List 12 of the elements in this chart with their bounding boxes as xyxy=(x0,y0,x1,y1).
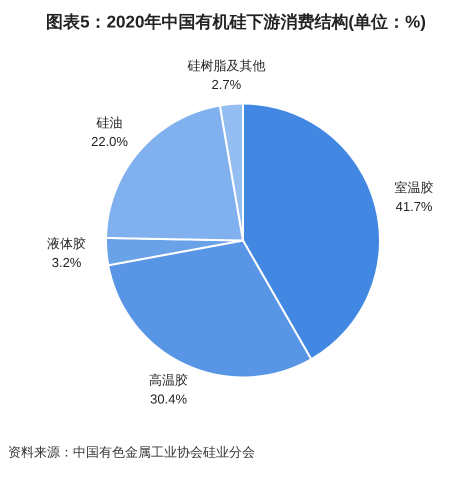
data-label: 41.7% xyxy=(396,199,433,214)
slice-label: 高温胶 xyxy=(149,372,188,388)
slice-label: 室温胶 xyxy=(394,180,434,195)
slice-label: 硅油 xyxy=(96,114,123,130)
slice-label: 硅树脂及其他 xyxy=(186,58,266,74)
slice-label: 液体胶 xyxy=(47,236,86,252)
text: 资料来源：中国有色金属工业协会硅业分会 xyxy=(8,444,255,460)
chart-title: 图表5：2020年中国有机硅下游消费结构(单位：%) xyxy=(46,12,426,32)
data-label: 2.7% xyxy=(212,77,242,92)
data-label: 3.2% xyxy=(52,255,82,270)
data-label: 30.4% xyxy=(150,391,188,406)
data-label: 22.0% xyxy=(91,134,128,149)
